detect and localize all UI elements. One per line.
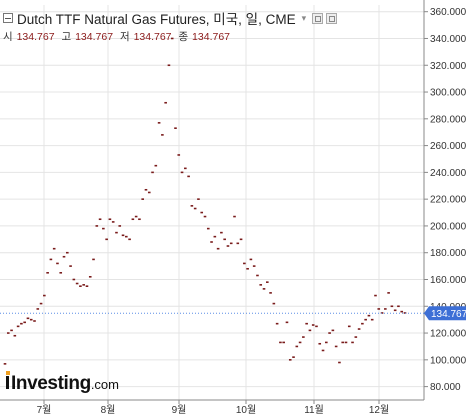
- low-label: 저: [119, 31, 130, 43]
- ohlc-legend: 시 134.767 고 134.767 저 134.767 종 134.767: [3, 29, 234, 44]
- chart-frame: [0, 0, 425, 401]
- close-icon[interactable]: [326, 12, 338, 24]
- chevron-down-icon[interactable]: ▾: [301, 12, 307, 23]
- investing-logo: Investing .com: [6, 371, 119, 395]
- y-axis: 80.000100.000120.000140.000160.000180.00…: [424, 7, 466, 393]
- x-axis: 7월 8월 9월 10월 11월 12월: [37, 400, 389, 416]
- y-tick-label: 340.000: [430, 34, 466, 45]
- y-tick-label: 80.000: [430, 382, 461, 393]
- y-tick-label: 120.000: [430, 329, 466, 340]
- low-value: 134.767: [133, 31, 172, 43]
- y-tick-label: 160.000: [430, 275, 466, 286]
- high-label: 고: [61, 31, 72, 43]
- open-value: 134.767: [16, 31, 55, 43]
- y-tick-label: 240.000: [430, 168, 466, 179]
- logo-mark-icon: [6, 371, 10, 389]
- y-tick-label: 180.000: [430, 248, 466, 259]
- x-tick-label: 7월: [37, 404, 52, 416]
- x-tick-label: 8월: [101, 404, 116, 416]
- y-tick-label: 320.000: [430, 61, 466, 72]
- grid-lines: [0, 5, 424, 400]
- y-tick-label: 360.000: [430, 7, 466, 18]
- x-tick-label: 10월: [236, 404, 256, 416]
- high-value: 134.767: [75, 31, 114, 43]
- close-label: 종: [178, 31, 189, 43]
- x-tick-label: 11월: [304, 404, 324, 416]
- x-tick-label: 9월: [172, 404, 187, 416]
- chart-title: Dutch TTF Natural Gas Futures, 미국, 일, CM…: [17, 12, 296, 27]
- last-price-tag: [424, 306, 466, 321]
- y-tick-label: 220.000: [430, 195, 466, 206]
- y-tick-label: 200.000: [430, 221, 466, 232]
- settings-icon[interactable]: [312, 12, 324, 24]
- y-tick-label: 300.000: [430, 88, 466, 99]
- y-tick-label: 100.000: [430, 355, 466, 366]
- y-tick-label: 260.000: [430, 141, 466, 152]
- collapse-square-icon[interactable]: [3, 13, 13, 23]
- chart-header: Dutch TTF Natural Gas Futures, 미국, 일, CM…: [3, 9, 340, 27]
- logo-name: Investing: [11, 373, 91, 394]
- last-price-marker: 134.767: [0, 306, 466, 321]
- logo-tld: .com: [90, 377, 119, 392]
- x-tick-label: 12월: [369, 404, 389, 416]
- price-bars: [3, 37, 407, 365]
- close-value: 134.767: [192, 31, 231, 43]
- open-label: 시: [3, 31, 13, 43]
- y-tick-label: 280.000: [430, 114, 466, 125]
- last-price-label: 134.767: [431, 309, 466, 320]
